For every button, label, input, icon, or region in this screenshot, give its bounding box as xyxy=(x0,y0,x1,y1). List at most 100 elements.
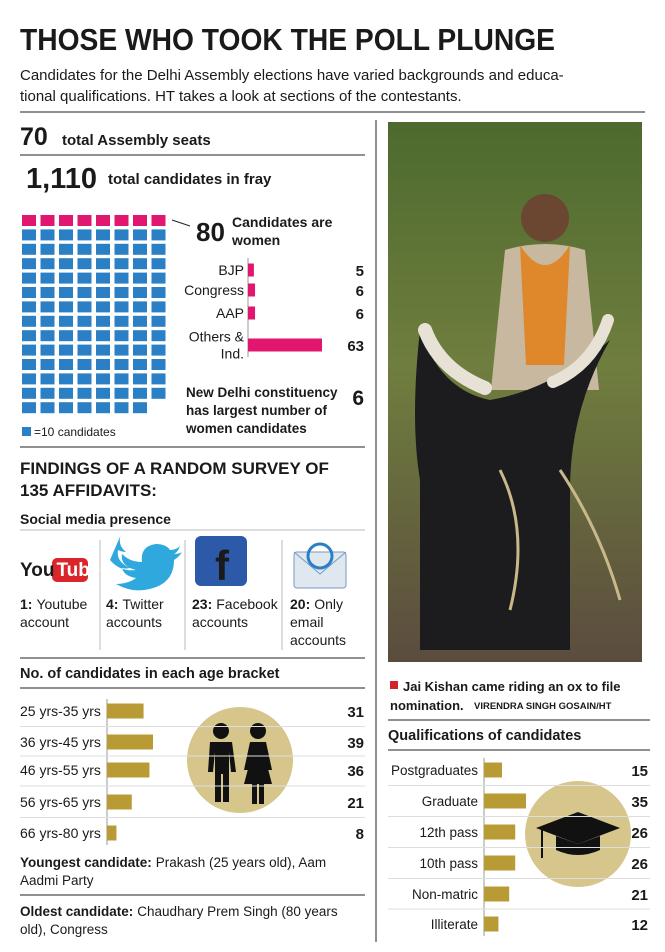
emblem-circle xyxy=(187,707,293,813)
caption-marker xyxy=(390,681,398,689)
bar xyxy=(248,283,256,297)
bar xyxy=(248,338,322,352)
candidate-square xyxy=(151,373,166,385)
candidate-square xyxy=(151,229,166,241)
social-label: Youtube xyxy=(36,596,87,612)
women-square xyxy=(96,215,110,226)
bar xyxy=(248,306,256,320)
candidate-square xyxy=(59,287,73,298)
person-body xyxy=(244,742,272,804)
candidate-square xyxy=(22,344,36,356)
category-label: Postgraduates xyxy=(391,763,478,778)
candidate-square xyxy=(133,402,147,414)
candidate-square xyxy=(114,301,129,313)
candidate-square xyxy=(59,330,73,342)
bar xyxy=(484,793,526,809)
survey-subheading: Social media presence xyxy=(20,511,171,527)
social-item: 1: Youtube xyxy=(20,596,88,612)
youtube-logo: You Tube xyxy=(20,560,100,581)
candidate-square xyxy=(40,373,55,385)
category-label: Graduate xyxy=(422,794,478,809)
photo-ox xyxy=(415,330,610,650)
cap-emblem xyxy=(525,781,631,887)
bar xyxy=(107,734,153,750)
candidate-square xyxy=(77,301,92,313)
candidate-square xyxy=(96,287,110,298)
youtube-tube: Tube xyxy=(56,560,100,581)
envelope xyxy=(293,551,347,589)
envelope-flap xyxy=(293,551,347,575)
candidate-square xyxy=(114,330,129,342)
facebook-square xyxy=(195,536,247,586)
candidate-square xyxy=(96,272,110,284)
oldest-text: Chaudhary Prem Singh (80 years xyxy=(137,904,338,919)
social-label: account xyxy=(20,614,69,630)
email-icon xyxy=(293,542,347,589)
candidate-square xyxy=(133,373,147,385)
bar xyxy=(248,263,254,277)
candidate-square xyxy=(114,373,129,385)
candidate-square xyxy=(22,359,36,370)
category-label: Congress xyxy=(184,282,244,298)
survey-heading: 135 AFFIDAVITS: xyxy=(20,481,157,500)
category-label: 10th pass xyxy=(419,856,478,871)
legend-label: =10 candidates xyxy=(34,425,116,439)
category-label: Others & xyxy=(189,329,245,345)
value-label: 6 xyxy=(356,306,364,323)
social-item: 4: Twitter xyxy=(106,596,164,612)
youtube-you: You xyxy=(20,560,54,581)
candidate-square xyxy=(133,287,147,298)
candidate-square xyxy=(151,258,166,270)
category-label: BJP xyxy=(218,262,244,278)
person-head xyxy=(213,723,229,739)
social-count: 20: xyxy=(290,596,310,612)
title: THOSE WHO TOOK THE POLL PLUNGE xyxy=(20,22,555,57)
candidate-square xyxy=(151,301,166,313)
category-label: Non-matric xyxy=(412,887,478,902)
candidate-square xyxy=(22,373,36,385)
candidate-square xyxy=(77,272,92,284)
candidate-square xyxy=(96,359,110,370)
candidate-square xyxy=(133,258,147,270)
candidate-square xyxy=(40,402,55,414)
candidate-square xyxy=(22,301,36,313)
seats-number: 70 xyxy=(20,123,48,151)
candidate-square xyxy=(96,373,110,385)
candidate-square xyxy=(22,387,36,399)
women-square xyxy=(22,215,36,226)
candidate-square xyxy=(151,243,166,255)
value-label: 12 xyxy=(631,917,648,934)
value-label: 39 xyxy=(347,735,364,752)
social-label: accounts xyxy=(192,614,248,630)
value-label: 26 xyxy=(631,825,648,842)
category-label: Ind. xyxy=(221,346,244,362)
social-count: 23: xyxy=(192,596,212,612)
candidate-square xyxy=(114,272,129,284)
candidate-square xyxy=(77,287,92,298)
social-label: Only xyxy=(314,596,343,612)
candidate-square xyxy=(77,373,92,385)
value-label: 8 xyxy=(356,826,364,843)
women-caption: Candidates are xyxy=(232,214,333,230)
candidate-square xyxy=(133,387,147,399)
category-label: 36 yrs-45 yrs xyxy=(20,734,101,750)
candidate-square xyxy=(77,315,92,327)
candidate-square xyxy=(133,243,147,255)
candidate-square xyxy=(40,387,55,399)
person-head xyxy=(250,723,266,739)
youngest-line: Youngest candidate: Prakash (25 years old… xyxy=(20,855,326,870)
candidate-square xyxy=(96,330,110,342)
candidate-square xyxy=(77,229,92,241)
value-label: 21 xyxy=(631,887,648,904)
photo xyxy=(388,122,642,662)
bar xyxy=(107,762,150,778)
candidate-square xyxy=(59,229,73,241)
bar xyxy=(107,794,132,810)
candidate-square xyxy=(59,272,73,284)
candidate-square xyxy=(133,330,147,342)
candidate-square xyxy=(133,272,147,284)
bar xyxy=(484,916,499,932)
seats-label: total Assembly seats xyxy=(62,132,211,149)
candidate-square xyxy=(59,301,73,313)
